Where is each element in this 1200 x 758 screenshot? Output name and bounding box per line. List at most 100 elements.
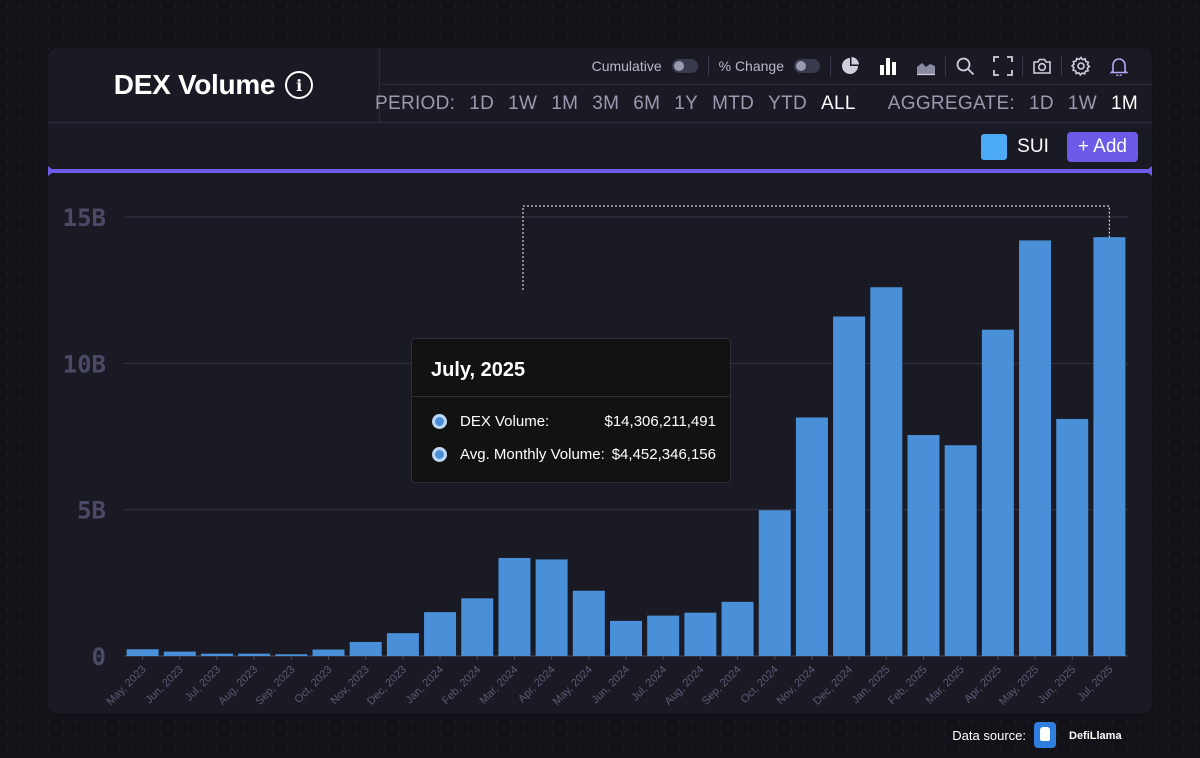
toolbar-divider [1022, 56, 1023, 76]
bar [126, 649, 159, 656]
gear-icon[interactable] [1062, 48, 1100, 85]
period-option-1m[interactable]: 1M [551, 93, 579, 114]
legend-row: SUI + Add [48, 122, 1152, 170]
defillama-logo-icon [1034, 722, 1056, 748]
period-option-ytd[interactable]: YTD [768, 93, 808, 114]
data-source-label: Data source: [952, 727, 1026, 743]
x-tick-label: Feb, 2025 [886, 664, 930, 708]
range-brush[interactable] [48, 166, 1152, 176]
bar [981, 329, 1014, 656]
crosshair-line [522, 205, 1111, 290]
tooltip-value: $4,452,346,156 [611, 446, 716, 463]
bar [572, 590, 605, 656]
y-tick-label: 15B [63, 204, 106, 232]
tooltip-series-dot [432, 414, 447, 429]
bar [386, 633, 419, 656]
x-tick-label: Jul, 2025 [1075, 664, 1115, 704]
bar [833, 316, 866, 656]
x-tick-label: Mar, 2025 [924, 664, 967, 707]
toolbar-divider [945, 56, 946, 76]
x-tick-label: May, 2025 [997, 664, 1041, 708]
bar [1019, 240, 1052, 656]
chart-toolbar: Cumulative % Change [381, 48, 1152, 85]
bar [498, 557, 531, 656]
x-tick-label: Aug, 2023 [216, 664, 260, 708]
x-tick-label: May, 2024 [551, 664, 595, 708]
y-tick-label: 5B [77, 497, 106, 525]
tooltip-row-avg-volume: Avg. Monthly Volume: $4,452,346,156 [412, 438, 730, 471]
toolbar-divider [707, 56, 709, 76]
x-tick-label: Jun, 2025 [1036, 664, 1079, 707]
x-tick-label: Jun, 2023 [143, 664, 186, 707]
add-series-button[interactable]: + Add [1066, 131, 1138, 162]
period-option-all[interactable]: ALL [821, 93, 856, 114]
data-source-brand: DefiLlama [1069, 730, 1122, 742]
x-tick-label: Sep, 2024 [700, 664, 744, 708]
x-tick-label: Dec, 2024 [811, 664, 855, 708]
pie-chart-icon[interactable] [831, 48, 869, 85]
period-selector: PERIOD: 1D 1W 1M 3M 6M 1Y MTD YTD ALL AG… [375, 86, 1152, 122]
bar [1093, 237, 1126, 656]
page-title: DEX Volume [113, 69, 276, 100]
x-tick-label: Aug, 2024 [663, 664, 707, 708]
bar [424, 612, 457, 656]
tooltip-series-dot [432, 447, 447, 462]
bar [944, 445, 977, 656]
y-tick-label: 0 [92, 643, 106, 671]
x-tick-label: Feb, 2024 [440, 664, 484, 708]
chart-tooltip: July, 2025 DEX Volume: $14,306,211,491 A… [411, 338, 731, 483]
legend-swatch-sui[interactable] [981, 133, 1008, 160]
pct-change-switch[interactable] [794, 59, 820, 73]
bar [312, 649, 345, 656]
aggregate-option-1w[interactable]: 1W [1067, 93, 1097, 114]
period-option-1w[interactable]: 1W [508, 93, 538, 114]
bar [535, 559, 568, 656]
aggregate-label: AGGREGATE: [887, 93, 1015, 114]
data-source: Data source: [952, 722, 1112, 748]
bar [1056, 418, 1089, 656]
bar [461, 598, 494, 656]
info-icon[interactable]: i [285, 71, 314, 99]
aggregate-option-1d[interactable]: 1D [1029, 93, 1054, 114]
bell-icon[interactable] [1100, 48, 1138, 85]
bar [200, 653, 233, 656]
period-option-1d[interactable]: 1D [469, 93, 495, 114]
aggregate-option-1m[interactable]: 1M [1111, 93, 1138, 114]
period-option-1y[interactable]: 1Y [674, 93, 699, 114]
bar [721, 601, 754, 656]
x-tick-label: Mar, 2024 [477, 664, 520, 707]
bar [610, 620, 642, 656]
tooltip-label: DEX Volume: [460, 413, 550, 430]
bar [349, 641, 382, 656]
pct-change-toggle[interactable]: % Change [709, 58, 830, 74]
bar-chart-icon[interactable] [869, 48, 907, 85]
bar [238, 653, 271, 656]
period-option-6m[interactable]: 6M [633, 93, 661, 114]
area-chart-icon[interactable] [907, 48, 945, 85]
period-option-mtd[interactable]: MTD [712, 93, 755, 114]
camera-icon[interactable] [1023, 48, 1061, 85]
bar [758, 510, 791, 656]
cumulative-toggle[interactable]: Cumulative [582, 58, 708, 74]
legend-label-sui: SUI [1017, 135, 1049, 157]
chart-panel: DEX Volume i Cumulative % Change [48, 48, 1152, 713]
bar [163, 651, 196, 656]
search-icon[interactable] [946, 48, 984, 85]
bar [795, 417, 828, 656]
x-tick-label: May, 2023 [104, 664, 148, 708]
bar [275, 654, 308, 656]
y-tick-label: 10B [63, 350, 106, 378]
bar [684, 612, 717, 656]
tooltip-label: Avg. Monthly Volume: [460, 446, 605, 463]
tooltip-row-dex-volume: DEX Volume: $14,306,211,491 [412, 405, 730, 438]
cumulative-label: Cumulative [591, 58, 662, 74]
fullscreen-icon[interactable] [984, 48, 1022, 85]
cumulative-switch[interactable] [671, 59, 698, 73]
toolbar-divider [830, 56, 831, 76]
pct-change-label: % Change [718, 58, 784, 74]
period-option-3m[interactable]: 3M [592, 93, 620, 114]
tooltip-title: July, 2025 [412, 339, 730, 397]
bar [907, 435, 940, 656]
bar [870, 287, 903, 656]
